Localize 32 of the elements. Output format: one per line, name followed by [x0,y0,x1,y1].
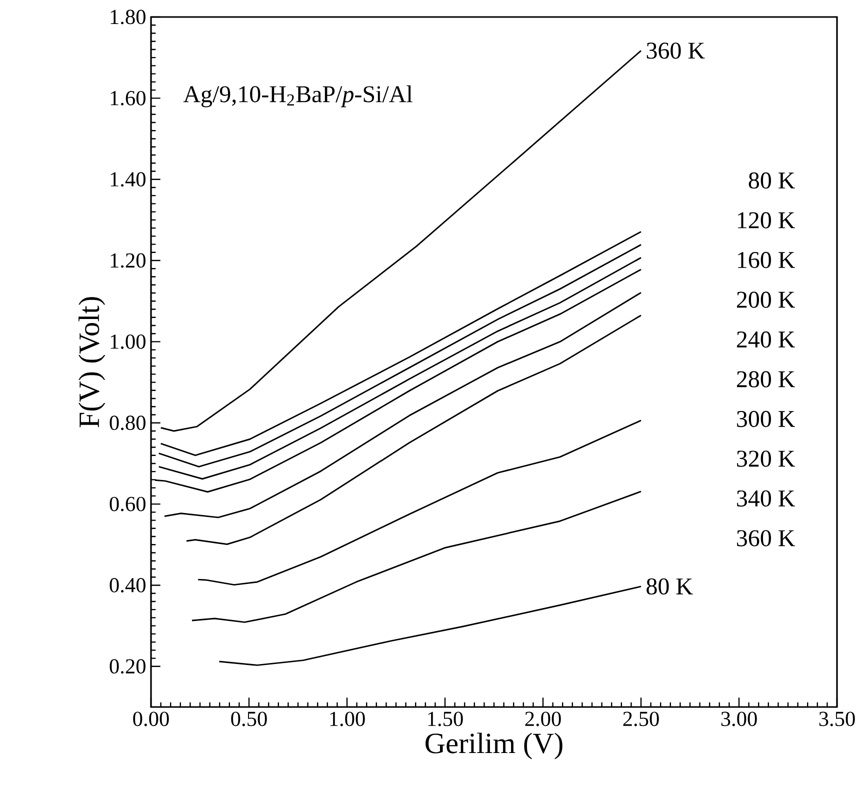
y-tick-label: 0.60 [110,496,146,512]
y-tick-label: 1.80 [110,10,146,24]
y-tick-label: 0.20 [110,659,146,674]
y-tick-label: 0.40 [110,578,146,592]
series-label: 80 K [646,578,693,595]
annotation: 200 K [736,292,795,308]
annotation: 300 K [737,410,795,428]
annotation: 240 K [736,331,795,348]
x-tick-label: 0.00 [133,712,169,726]
y-tick-label: 1.20 [110,253,146,268]
series-label: 360 K [646,42,705,59]
x-axis-title: Gerilim (V) [426,732,562,760]
annotation: 320 K [737,450,795,467]
annotation: 360 K [737,530,795,546]
annotation: 120 K [738,212,795,228]
x-tick-label: 3.50 [819,712,855,726]
y-tick-label: 1.00 [110,334,146,349]
y-tick-label: 0.80 [110,416,146,430]
x-tick-label: 3.00 [721,712,757,726]
x-tick-label: 2.00 [525,712,561,726]
y-tick-label: 1.60 [110,90,146,106]
annotation: Ag/9,10-H$_{2}$BaP/p-Si/Al [183,85,412,108]
x-tick-label: 2.50 [623,712,659,726]
x-tick-label: 0.50 [231,712,267,726]
annotation: 80 K [748,172,795,189]
y-axis-title: F(V) (Volt) [78,297,106,428]
annotation: 160 K [738,252,795,268]
x-tick-label: 1.50 [428,712,463,726]
annotation: 280 K [736,371,795,388]
annotation: 340 K [737,490,795,507]
y-tick-label: 1.40 [110,172,146,187]
x-tick-label: 1.00 [330,712,365,726]
